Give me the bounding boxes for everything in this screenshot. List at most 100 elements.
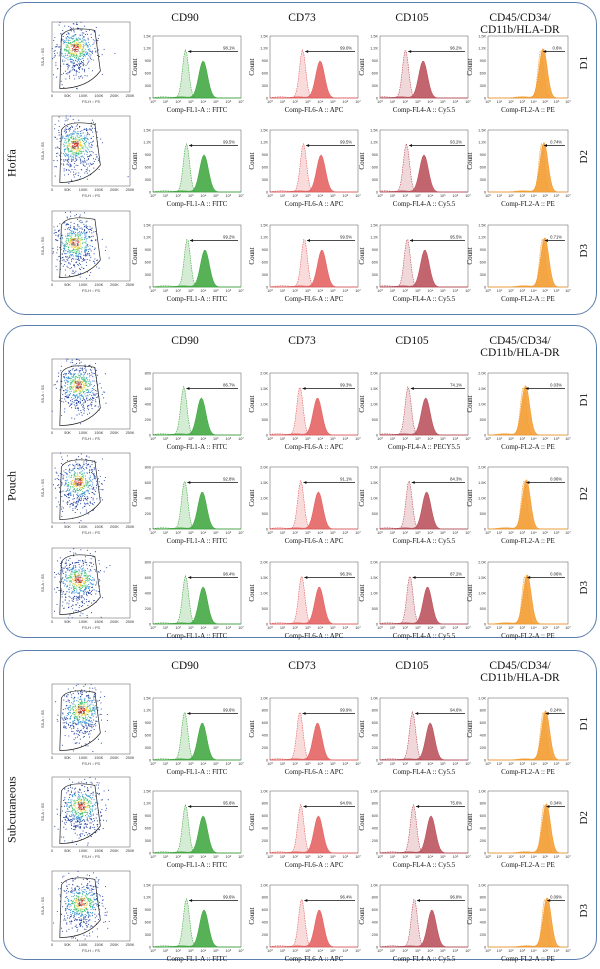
y-axis-label: Count: [466, 907, 474, 924]
x-tick-label: 10³: [305, 855, 311, 859]
x-axis-label: Comp-FL2-A :: PE: [501, 537, 555, 545]
scatter-y-label: SS-A :: SS: [41, 710, 45, 728]
x-tick-label: 10³: [520, 626, 526, 630]
x-tick-label: 10⁴: [531, 762, 537, 766]
x-tick-label: 10²: [175, 626, 181, 630]
y-axis-label: Count: [131, 58, 139, 75]
x-tick-label: 10¹: [163, 100, 169, 104]
y-tick-label: 500: [262, 418, 268, 422]
y-tick-label: 1.5K: [370, 481, 378, 485]
y-axis-label: Count: [358, 814, 366, 831]
x-tick-label: 10¹: [497, 100, 503, 104]
x-tick-label: 10⁴: [531, 194, 537, 198]
x-tick-label: 10³: [305, 949, 311, 953]
y-tick-label: 500: [262, 512, 268, 516]
percentage-label: 0.24%: [550, 708, 562, 713]
y-tick-label: 200: [372, 933, 378, 937]
x-tick-label: 10⁵: [330, 762, 336, 766]
y-axis-label: Count: [248, 584, 256, 601]
y-tick-label: 900: [262, 248, 268, 252]
y-axis-label: Count: [358, 584, 366, 601]
y-tick-label: 1.5K: [143, 790, 151, 794]
gate-value: 77.9: [75, 580, 82, 584]
y-tick-label: 1.5K: [478, 34, 486, 38]
x-tick-label: 10²: [402, 100, 408, 104]
x-tick-label: 10⁶: [554, 289, 560, 293]
y-tick-label: 2.0K: [370, 560, 378, 564]
y-axis-label: Count: [466, 247, 474, 264]
percentage-label: 86.7%: [223, 383, 235, 388]
y-tick-label: 600: [372, 721, 378, 725]
x-tick-label: 10²: [292, 949, 298, 953]
gate-value: 91.6: [78, 807, 85, 811]
y-tick-label: 1.2K: [370, 141, 378, 145]
y-tick-label: 200: [145, 606, 151, 610]
x-tick-label: 10¹: [280, 762, 286, 766]
x-tick-label: 10⁷: [565, 194, 571, 198]
column-header: CD90: [125, 660, 245, 672]
x-axis-label: Comp-FL1-A :: FITC: [167, 200, 228, 208]
x-tick-label: 10⁵: [330, 194, 336, 198]
x-tick-label: 10²: [292, 100, 298, 104]
gate-value: 98.2: [75, 483, 82, 487]
x-tick-label: 10⁶: [343, 626, 349, 630]
x-axis-label: Comp-FL2-A :: PE: [501, 443, 555, 451]
x-axis-label: Comp-FL1-A :: FITC: [167, 768, 228, 776]
y-tick-label: 1.5K: [478, 481, 486, 485]
x-tick-label: 10⁰: [485, 100, 491, 104]
x-tick-label: 10²: [175, 437, 181, 441]
x-tick-label: 10²: [508, 194, 514, 198]
x-tick-label: 10³: [415, 762, 421, 766]
x-tick-label: 10³: [520, 100, 526, 104]
donor-label: D2: [578, 487, 590, 500]
x-tick-label: 10⁵: [440, 289, 446, 293]
x-tick-label: 200K: [110, 188, 119, 192]
x-tick-label: 10¹: [163, 289, 169, 293]
y-tick-label: 1.0K: [260, 497, 268, 501]
y-tick-label: 1.2K: [260, 235, 268, 239]
x-axis-label: Comp-FL6-A :: APC: [285, 632, 344, 640]
x-tick-label: 10¹: [497, 949, 503, 953]
x-tick-label: 0: [51, 188, 53, 192]
x-tick-label: 10¹: [163, 949, 169, 953]
x-tick-label: 10³: [415, 194, 421, 198]
percentage-label: 98.4%: [223, 571, 235, 576]
x-tick-label: 10⁰: [267, 949, 273, 953]
y-tick-label: 800: [262, 895, 268, 899]
x-tick-label: 10⁰: [377, 855, 383, 859]
x-axis-label: Comp-FL4-A :: Cy5.5: [393, 295, 456, 303]
x-tick-label: 10⁶: [554, 100, 560, 104]
y-tick-label: 400: [145, 402, 151, 406]
x-tick-label: 10⁰: [267, 437, 273, 441]
x-tick-label: 10⁴: [531, 289, 537, 293]
y-tick-label: 600: [145, 920, 151, 924]
y-tick-label: 600: [480, 814, 486, 818]
x-tick-label: 10⁵: [213, 762, 219, 766]
x-tick-label: 10⁴: [200, 437, 206, 441]
y-tick-label: 600: [372, 166, 378, 170]
x-tick-label: 10³: [415, 289, 421, 293]
x-tick-label: 10⁶: [226, 194, 232, 198]
x-tick-label: 150K: [94, 943, 103, 947]
tissue-label: Subcutaneous: [4, 680, 20, 940]
x-tick-label: 10¹: [280, 194, 286, 198]
x-tick-label: 10³: [415, 100, 421, 104]
x-tick-label: 10⁰: [485, 289, 491, 293]
x-tick-label: 10¹: [497, 194, 503, 198]
y-tick-label: 200: [262, 933, 268, 937]
y-tick-label: 300: [262, 84, 268, 88]
x-tick-label: 10⁰: [377, 100, 383, 104]
x-tick-label: 10¹: [163, 194, 169, 198]
y-tick-label: 1.0K: [478, 497, 486, 501]
column-header: CD45/CD34/CD11b/HLA-DR: [460, 335, 580, 359]
x-tick-label: 0: [51, 283, 53, 287]
x-tick-label: 10²: [402, 626, 408, 630]
y-tick-label: 2.0K: [260, 560, 268, 564]
x-tick-label: 10³: [415, 855, 421, 859]
y-tick-label: 800: [372, 709, 378, 713]
